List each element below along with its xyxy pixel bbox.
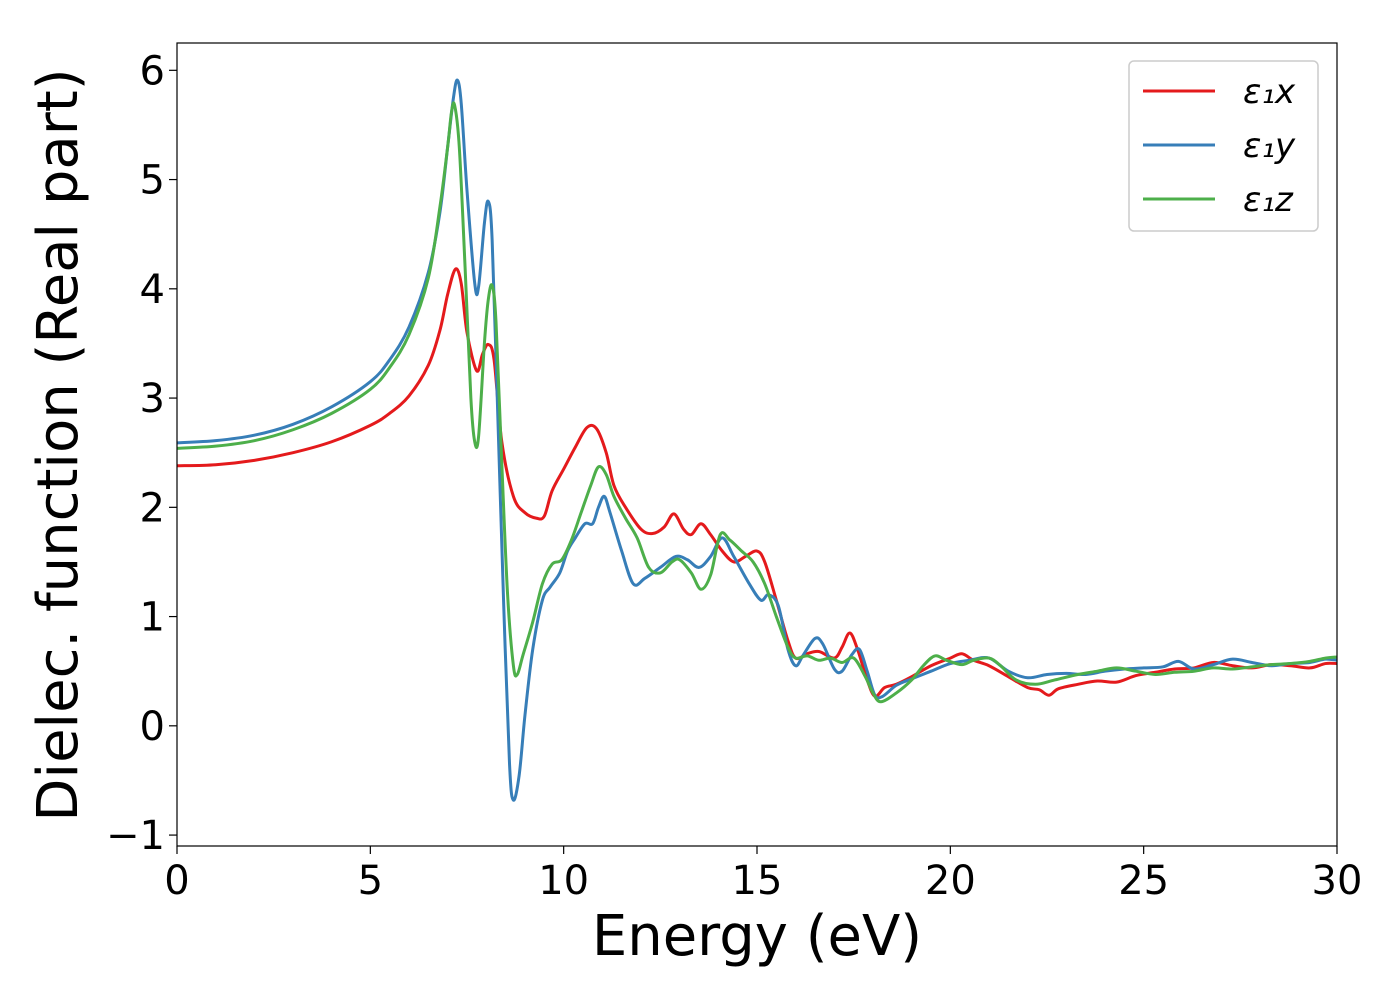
y-tick-label: 6: [140, 48, 165, 94]
series-line-1: [177, 78, 1337, 802]
y-axis-title: Dielec. function (Real part): [26, 68, 91, 821]
legend-label-1: ε₁y: [1243, 126, 1296, 166]
x-tick-label: 30: [1312, 858, 1363, 904]
y-tick-label: 0: [140, 704, 165, 750]
y-tick-label: 4: [140, 267, 165, 313]
series-line-2: [177, 101, 1337, 704]
y-tick-label: 5: [140, 158, 165, 204]
x-tick-label: 20: [925, 858, 976, 904]
x-axis: 0 5 10 15 20 25 30: [164, 846, 1362, 904]
legend-label-2: ε₁z: [1243, 180, 1294, 220]
series-layer: [177, 78, 1337, 802]
y-axis: −1 0 1 2 3 4 5 6: [106, 48, 177, 859]
y-tick-label: −1: [106, 813, 165, 859]
y-tick-label: 1: [140, 595, 165, 641]
x-tick-label: 25: [1118, 858, 1169, 904]
y-tick-label: 3: [140, 376, 165, 422]
legend-box: [1128, 60, 1319, 232]
x-tick-label: 10: [538, 858, 589, 904]
legend: ε₁x ε₁y ε₁z: [1128, 60, 1319, 232]
y-tick-label: 2: [140, 485, 165, 531]
x-tick-label: 5: [358, 858, 383, 904]
x-tick-label: 0: [164, 858, 189, 904]
x-axis-title: Energy (eV): [592, 904, 922, 969]
x-tick-label: 15: [732, 858, 783, 904]
legend-label-0: ε₁x: [1243, 72, 1296, 112]
series-line-0: [177, 267, 1337, 698]
